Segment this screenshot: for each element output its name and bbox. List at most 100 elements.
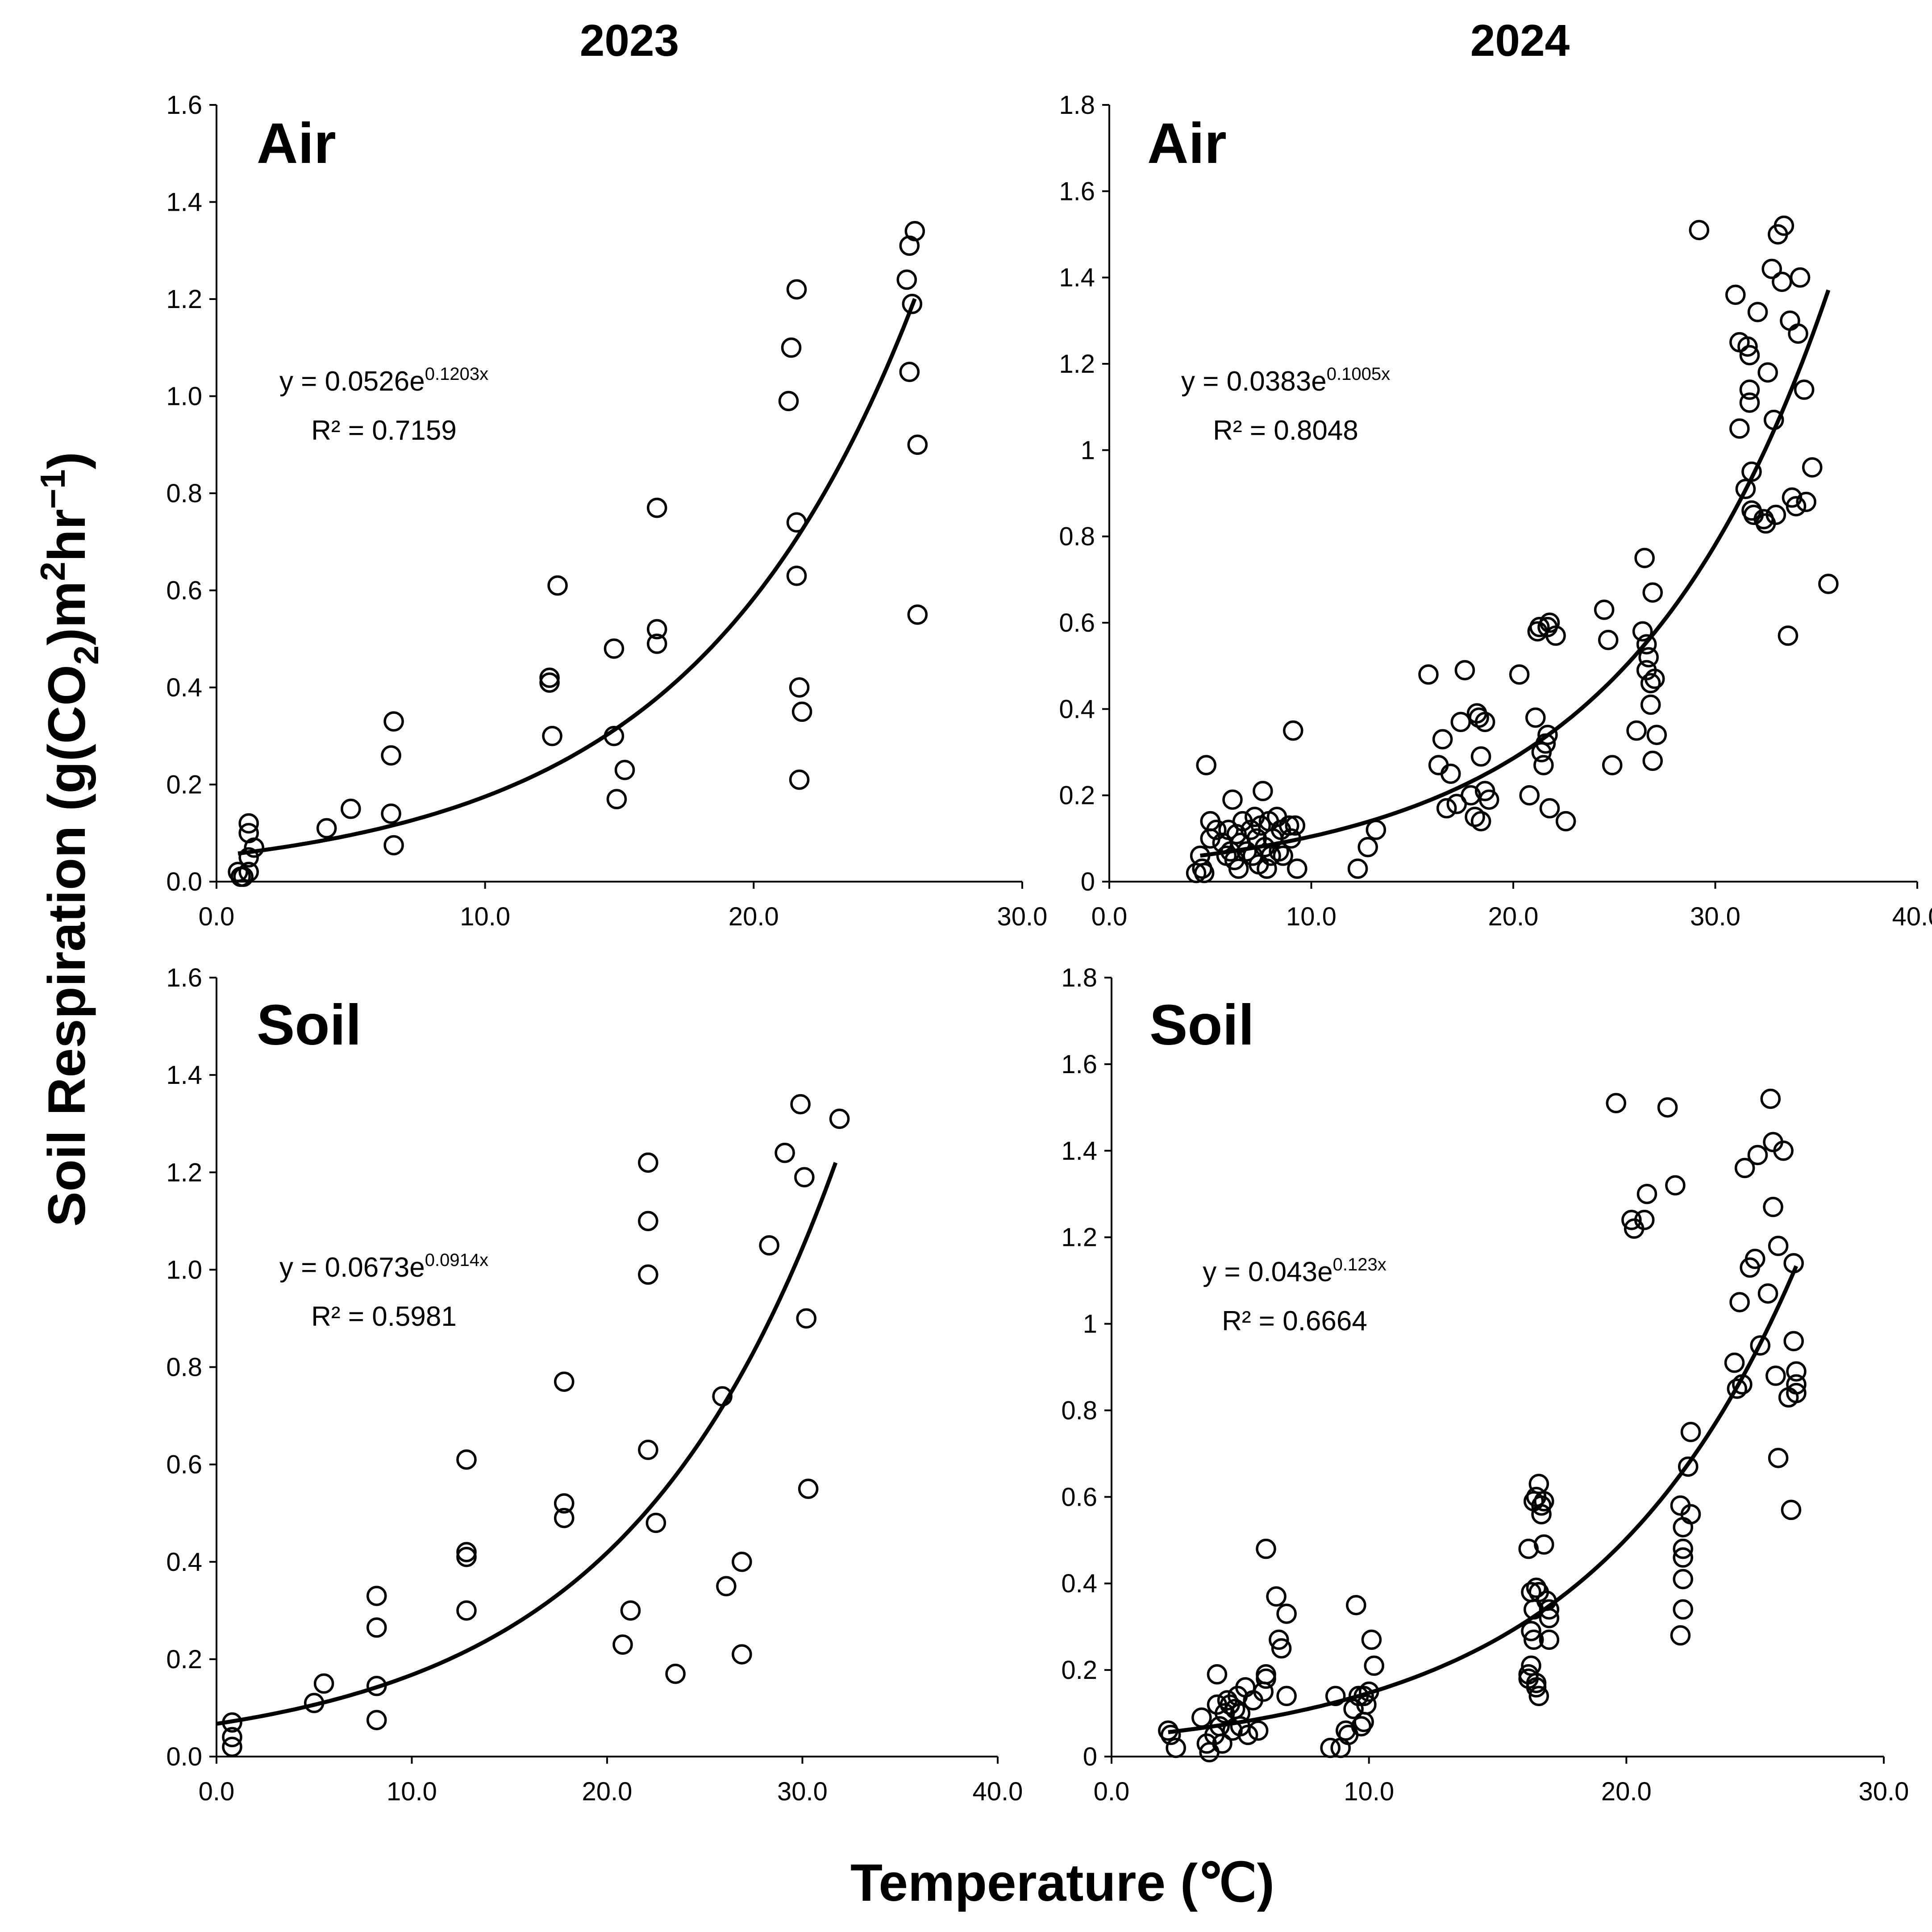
data-point: [1680, 1422, 1701, 1442]
data-point: [238, 847, 259, 868]
x-tick-label: 20.0: [729, 902, 779, 931]
x-tick-label: 0.0: [1091, 902, 1128, 931]
data-point: [1790, 267, 1811, 288]
data-point: [1278, 815, 1299, 836]
exponential-fit-line: [216, 1162, 838, 1726]
data-point: [620, 1600, 641, 1621]
data-point: [1194, 862, 1215, 883]
data-point: [1253, 781, 1273, 801]
data-point: [1357, 837, 1378, 858]
data-point: [638, 1152, 658, 1173]
y-tick-label: 0.4: [1059, 695, 1095, 724]
data-point: [222, 1736, 242, 1757]
data-point: [1528, 1474, 1549, 1494]
data-point: [1680, 1504, 1701, 1524]
data-point: [638, 1211, 658, 1232]
chart-panel-soil-2023: 0.0 0.2 0.4 0.6 0.8 1.0 1.2 1.4 1.6 0.0 10.0 20.0 30…: [166, 963, 1023, 1806]
data-point: [1747, 1145, 1768, 1166]
data-point: [1761, 258, 1782, 279]
data-point: [1534, 1534, 1554, 1555]
data-point: [1436, 798, 1457, 819]
data-point: [1594, 600, 1615, 620]
data-point: [1320, 1737, 1341, 1758]
data-point: [1509, 664, 1530, 685]
x-tick-label: 20.0: [1601, 1777, 1652, 1806]
data-point: [1739, 379, 1760, 400]
y-tick-label: 1.4: [166, 1061, 202, 1090]
data-point: [1725, 284, 1746, 305]
x-tick-label: 30.0: [1690, 902, 1740, 931]
data-point: [1474, 712, 1495, 733]
data-point: [1454, 660, 1475, 681]
data-point: [1236, 841, 1257, 862]
data-point: [1783, 1331, 1804, 1352]
data-point: [646, 619, 667, 640]
data-point: [539, 667, 560, 688]
data-point: [1470, 811, 1491, 832]
r-squared: R² = 0.7159: [311, 415, 457, 446]
data-point: [1768, 1448, 1789, 1468]
data-point: [341, 799, 361, 819]
data-point: [1346, 1595, 1366, 1616]
data-point: [1526, 1677, 1547, 1698]
data-point: [1228, 858, 1249, 879]
data-point: [456, 1542, 477, 1562]
data-point: [366, 1586, 387, 1606]
data-point: [1786, 496, 1807, 516]
data-point: [1257, 858, 1277, 879]
data-point: [383, 835, 404, 856]
data-point: [1212, 1733, 1232, 1754]
fit-equation: y = 0.0383e0.1005x: [1181, 364, 1390, 397]
x-tick-label: 10.0: [1344, 1777, 1394, 1806]
data-point: [1640, 694, 1661, 715]
data-point: [1523, 1629, 1544, 1650]
data-point: [1531, 1504, 1552, 1524]
data-point: [1528, 1686, 1549, 1707]
r-squared: R² = 0.5981: [311, 1301, 457, 1332]
data-point: [1670, 1625, 1691, 1646]
data-point: [638, 1264, 658, 1285]
y-tick-label: 1.0: [166, 1255, 202, 1284]
data-point: [547, 575, 568, 596]
data-point: [778, 391, 799, 412]
data-point: [1796, 491, 1816, 512]
data-point: [1646, 724, 1667, 745]
data-point: [1739, 392, 1760, 413]
x-tick-label: 10.0: [387, 1777, 437, 1806]
data-point: [1478, 789, 1499, 810]
y-tick-label: 0.4: [166, 673, 202, 702]
data-point: [1634, 548, 1655, 568]
data-point: [1534, 1491, 1554, 1511]
exponential-fit-line: [1200, 289, 1831, 858]
data-point: [1191, 1707, 1212, 1728]
data-point: [1781, 1499, 1802, 1520]
data-point: [1276, 1686, 1297, 1707]
data-point: [646, 497, 667, 518]
data-point: [791, 701, 812, 722]
data-point: [1281, 828, 1301, 849]
data-point: [1737, 336, 1758, 357]
data-point: [1269, 841, 1289, 862]
data-point: [1287, 858, 1307, 879]
x-tick-label: 10.0: [1286, 902, 1337, 931]
x-tick-label: 40.0: [973, 1777, 1023, 1806]
data-point: [1526, 1578, 1547, 1598]
data-point: [665, 1663, 686, 1684]
data-point: [796, 1308, 816, 1329]
data-point: [1256, 1668, 1276, 1689]
y-tick-label: 0.2: [1061, 1656, 1097, 1685]
data-point: [1440, 763, 1461, 784]
data-point: [604, 638, 625, 659]
data-point: [1642, 582, 1663, 603]
r-squared: R² = 0.8048: [1213, 415, 1358, 446]
data-point: [732, 1552, 752, 1572]
data-point: [1158, 1720, 1178, 1741]
x-tick-label: 0.0: [199, 902, 235, 931]
y-tick-label: 0.8: [1061, 1396, 1097, 1425]
data-point: [1741, 461, 1762, 482]
data-point: [238, 813, 259, 834]
y-tick-label: 1.2: [166, 285, 202, 314]
fit-equation: y = 0.043e0.123x: [1203, 1255, 1386, 1287]
data-point: [1768, 1236, 1789, 1256]
y-tick-label: 1.6: [1059, 177, 1095, 206]
